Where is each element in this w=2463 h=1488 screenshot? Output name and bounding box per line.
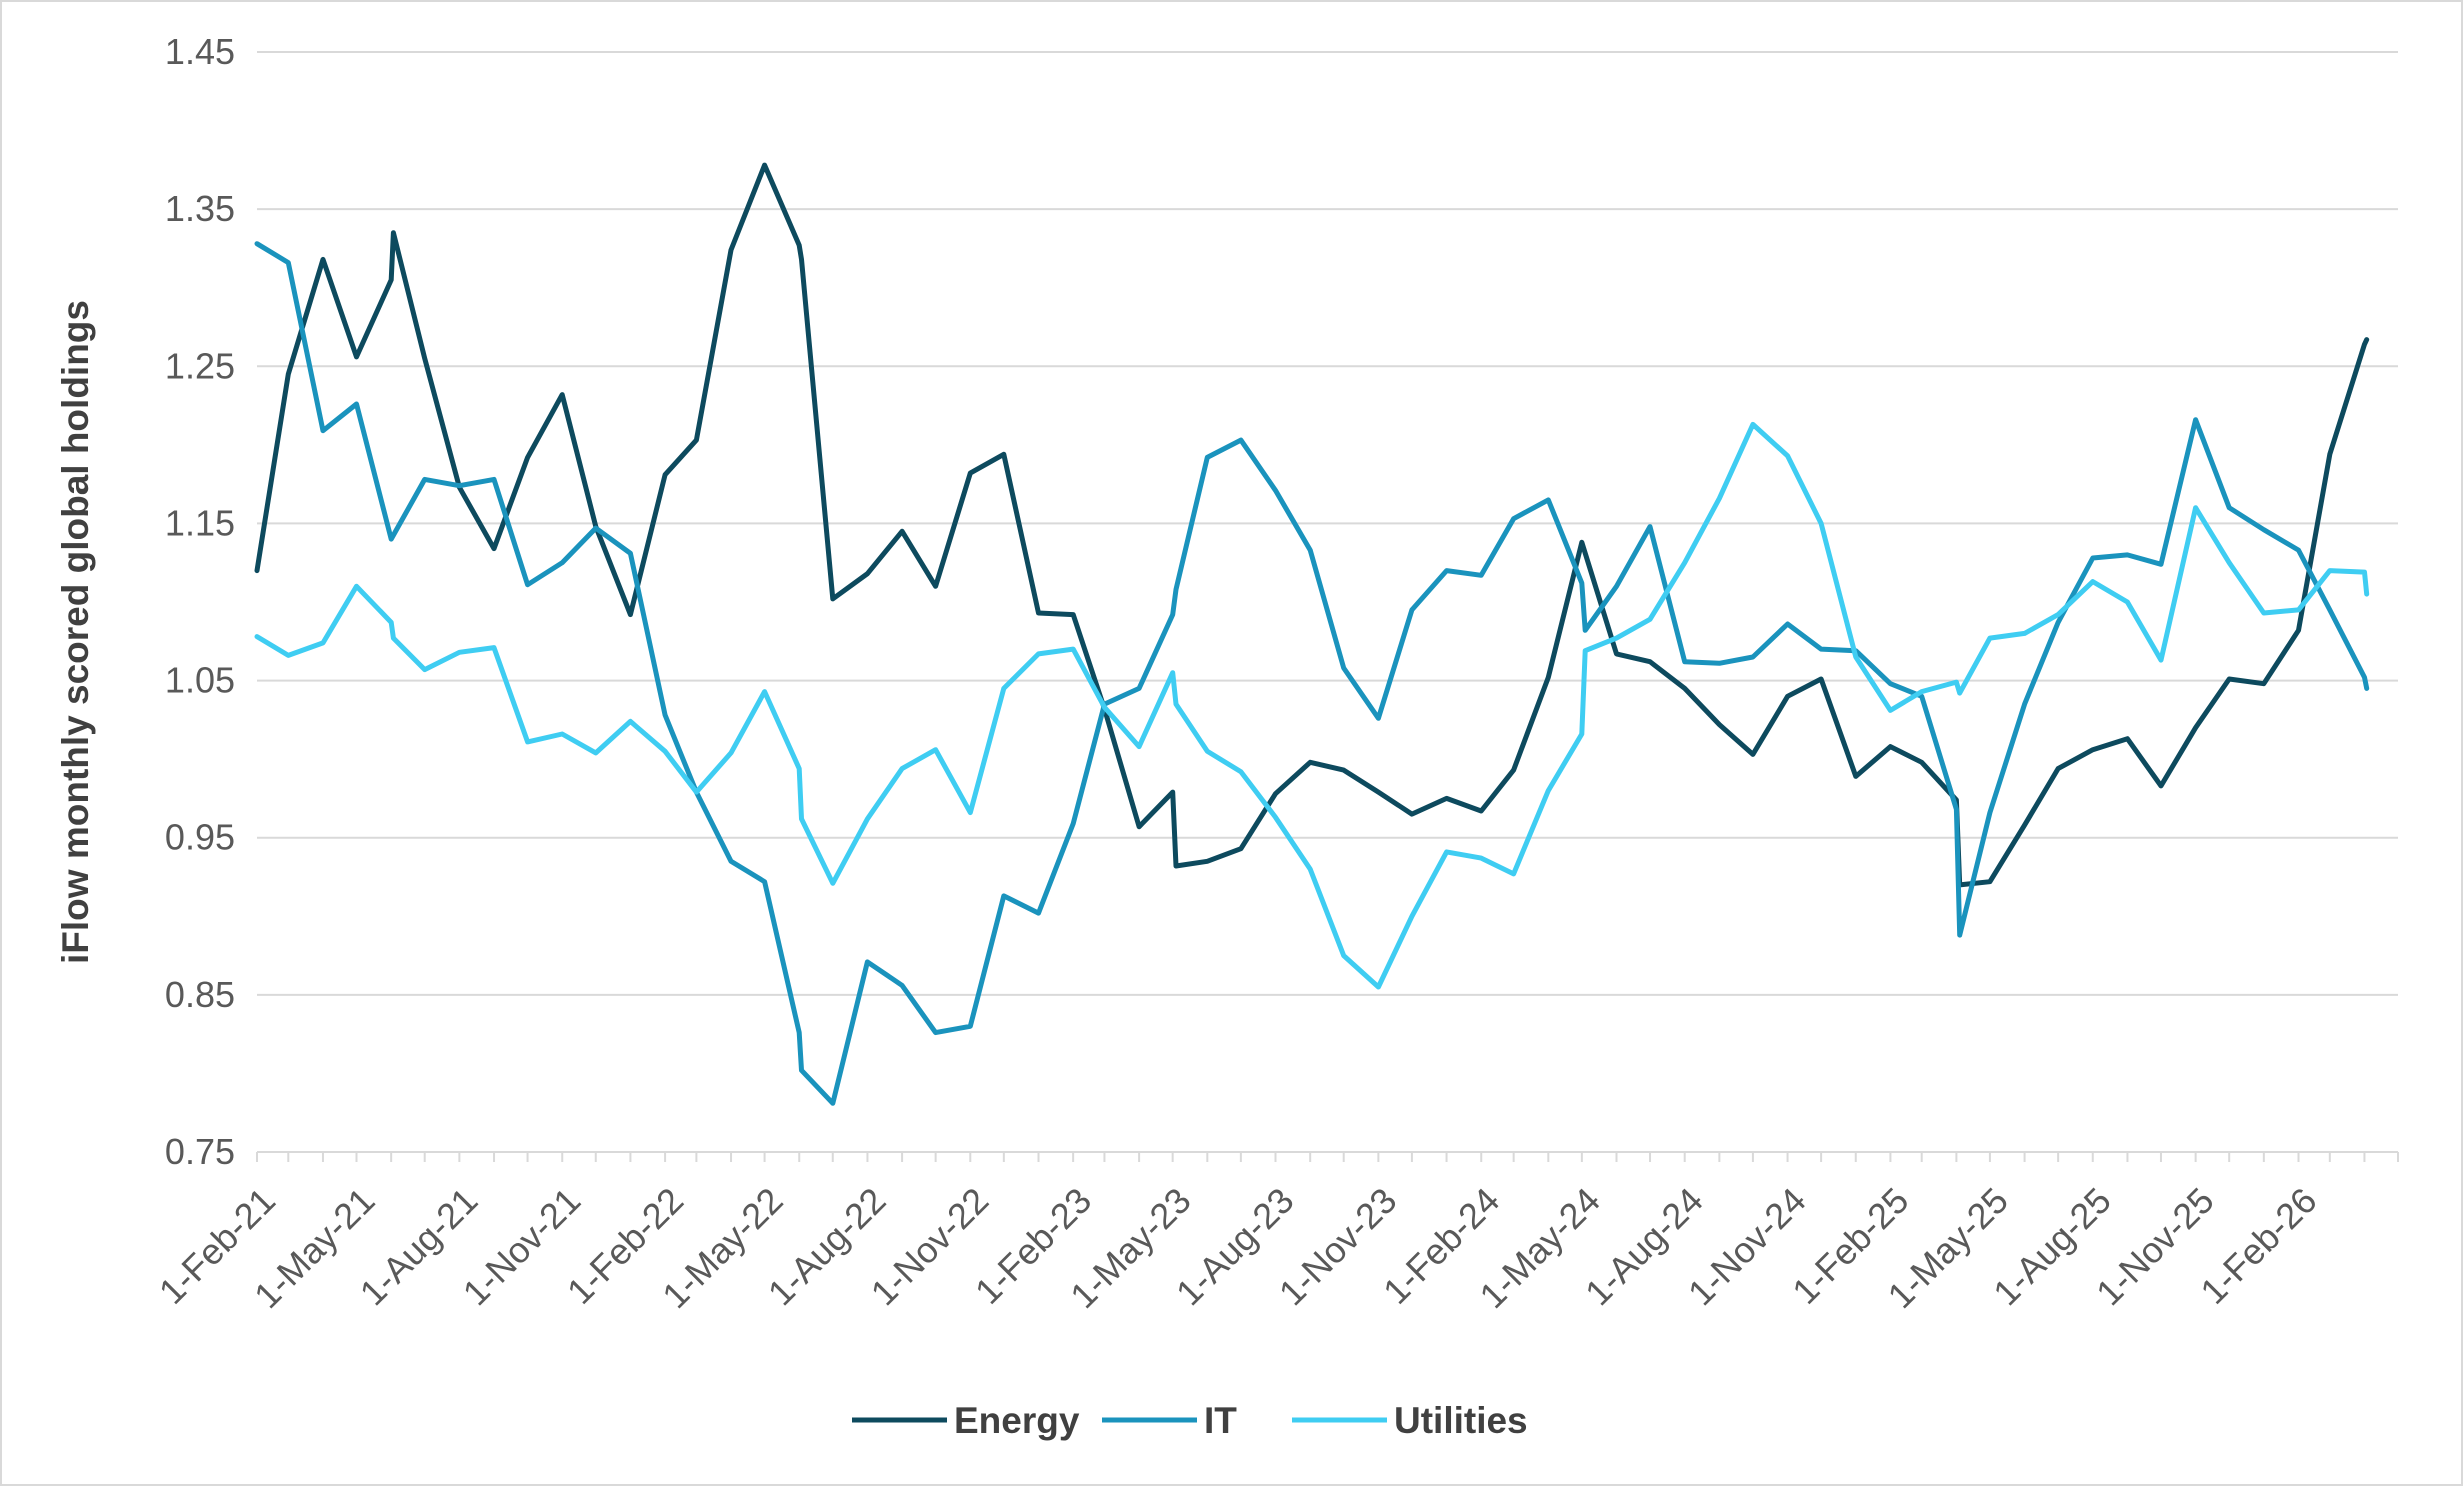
series-line-utilities (254, 421, 2370, 990)
gridlines (257, 51, 2398, 996)
legend-label: Energy (954, 1400, 1080, 1441)
y-axis: 0.75 0.85 0.95 1.05 1.15 1.25 1.35 1.45 (165, 31, 235, 1172)
legend-item-it: IT (1102, 1400, 1237, 1441)
y-tick-label: 1.45 (165, 31, 235, 72)
y-axis-label: iFlow monthly scored global holdings (55, 300, 96, 964)
y-tick-label: 1.05 (165, 660, 235, 701)
x-axis: 1-Feb-211-May-211-Aug-211-Nov-211-Feb-22… (151, 1151, 2399, 1316)
series-line-energy (254, 162, 2370, 888)
series-lines (254, 162, 2370, 1106)
legend: Energy IT Utilities (852, 1400, 1528, 1441)
y-tick-label: 1.35 (165, 188, 235, 229)
y-tick-label: 0.75 (165, 1131, 235, 1172)
series-line-it (254, 241, 2370, 1106)
y-tick-label: 0.85 (165, 974, 235, 1015)
y-tick-label: 0.95 (165, 817, 235, 858)
y-tick-label: 1.15 (165, 502, 235, 543)
legend-label: Utilities (1394, 1400, 1528, 1441)
y-tick-label: 1.25 (165, 345, 235, 386)
legend-item-energy: Energy (852, 1400, 1080, 1441)
legend-label: IT (1204, 1400, 1237, 1441)
legend-item-utilities: Utilities (1292, 1400, 1528, 1441)
